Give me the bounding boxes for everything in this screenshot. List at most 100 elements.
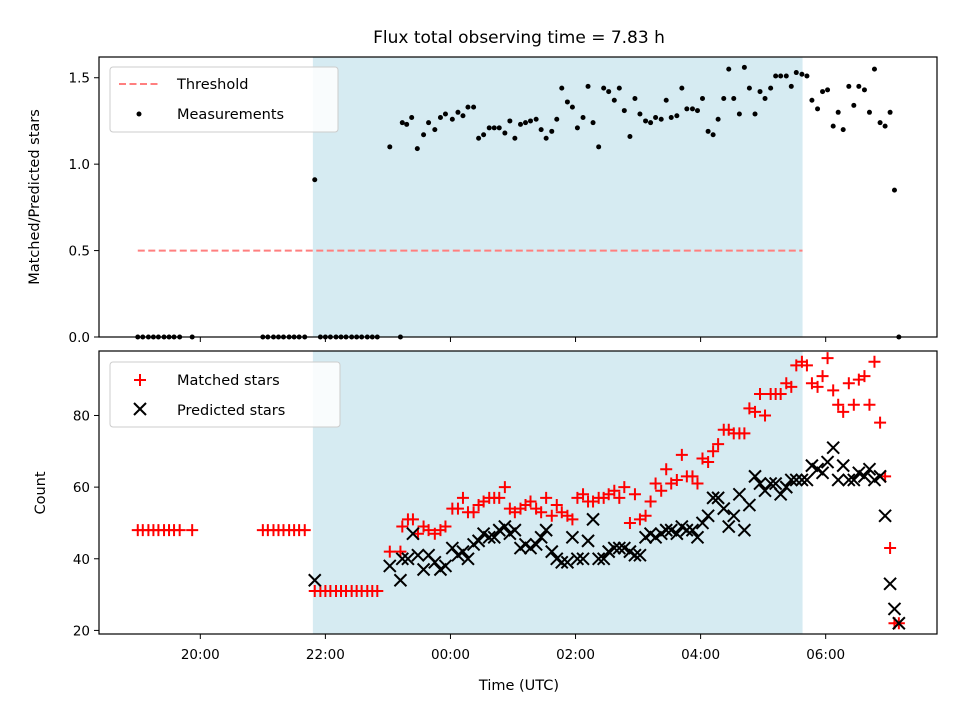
measurement-point (658, 116, 664, 122)
bottom-ytick-label: 20 (73, 623, 90, 639)
predicted-star-point (789, 473, 803, 487)
matched-star-point (702, 456, 715, 469)
matched-star-point (712, 438, 725, 451)
matched-star-point (422, 524, 435, 537)
measurement-point (523, 120, 529, 126)
measurement-point (606, 89, 612, 95)
matched-star-point (545, 509, 558, 522)
top-ytick-label: 0.0 (69, 330, 90, 346)
matched-star-point (639, 509, 652, 522)
predicted-star-point (690, 530, 705, 544)
matched-star-point (816, 370, 829, 383)
measurement-point (799, 71, 805, 77)
top-legend: Threshold Measurements (109, 66, 339, 133)
predicted-star-point (406, 526, 420, 541)
measurement-point (679, 85, 685, 91)
measurement-point (449, 116, 455, 122)
predicted-star-point (857, 469, 872, 484)
predicted-star-point (576, 552, 590, 566)
measurement-point (528, 118, 534, 124)
measurement-point (668, 114, 674, 120)
matched-legend-label: Matched stars (177, 373, 280, 389)
matched-star-point (456, 491, 469, 504)
measurement-point (856, 83, 862, 89)
predicted-star-point (727, 509, 741, 523)
predicted-star-point (732, 487, 747, 501)
measurement-point (741, 64, 747, 70)
predicted-star-point (887, 602, 902, 616)
bottom-legend: Matched stars Predicted stars (109, 361, 341, 428)
predicted-star-point (445, 541, 460, 555)
measurement-point (496, 125, 502, 131)
matched-star-point (675, 448, 688, 461)
matched-star-point (884, 542, 897, 555)
top-ytick-label: 1.0 (69, 157, 90, 173)
observing-window-shade-top (312, 57, 803, 337)
bottom-ytick-label: 40 (73, 552, 90, 568)
measurement-point (705, 128, 711, 134)
matched-star-point (863, 398, 876, 411)
matched-star-point (837, 405, 850, 418)
xtick-label: 20:00 (181, 647, 220, 663)
predicted-star-point (815, 466, 830, 480)
matched-star-point (535, 506, 548, 519)
matched-star-point (670, 473, 683, 486)
predicted-star-point (482, 530, 496, 544)
matched-star-point (623, 516, 636, 529)
measurement-point (757, 89, 763, 95)
predicted-star-point (581, 534, 595, 548)
predicted-star-point (773, 487, 788, 501)
measurement-point (559, 85, 565, 91)
predicted-star-point (308, 573, 322, 587)
measurement-point (804, 73, 810, 79)
matched-star-point (566, 513, 579, 526)
measurement-point (637, 111, 643, 117)
measurement-point (793, 70, 799, 76)
measurement-point (840, 127, 846, 133)
top-axes-frame (98, 56, 938, 338)
measurement-point (726, 66, 732, 72)
matched-star-point (493, 491, 506, 504)
matched-star-point (618, 481, 631, 494)
matched-star-point (738, 427, 751, 440)
predicted-star-point (565, 530, 580, 544)
matched-star-point (451, 502, 464, 515)
matched-star-point (644, 495, 657, 508)
measurement-point (835, 109, 841, 115)
matched-star-point (785, 380, 798, 393)
bottom-x-ticks: 20:00 22:00 00:00 02:00 04:00 06:00 (181, 634, 845, 663)
measurement-point (491, 125, 497, 131)
matched-star-point (874, 416, 887, 429)
measurement-point (891, 187, 897, 193)
measurement-point (421, 132, 427, 138)
matched-star-point (842, 377, 855, 390)
matched-star-point (383, 545, 396, 558)
measurement-point (752, 111, 758, 117)
predicted-star-point (826, 441, 840, 455)
predicted-star-point (401, 552, 415, 566)
predicted-star-point (758, 484, 772, 498)
xtick-label: 02:00 (556, 647, 595, 663)
matched-star-point (540, 491, 553, 504)
matched-star-point (371, 585, 384, 598)
predicted-star-point (784, 473, 798, 487)
measurement-point (887, 109, 893, 115)
bottom-y-ticks: 20 40 60 80 (73, 408, 99, 639)
predicted-star-point (383, 559, 397, 573)
measurement-point (471, 104, 477, 110)
bottom-y-axis-label: Count (33, 471, 49, 514)
measurement-point (574, 125, 580, 131)
measurement-point (627, 134, 633, 140)
bottom-marks (131, 352, 906, 630)
measurement-point (825, 87, 831, 93)
measurement-point (507, 118, 513, 124)
predicted-star-point (685, 523, 700, 537)
predicted-legend-swatch (133, 402, 147, 416)
predicted-star-point (591, 552, 606, 566)
matched-star-point (774, 387, 787, 400)
measurement-point (866, 109, 872, 115)
top-panel: 0.0 0.5 1.0 1.5 Matched/Predicted stars Thr… (27, 56, 938, 346)
matched-star-point (628, 488, 641, 501)
measurement-point (851, 102, 857, 108)
